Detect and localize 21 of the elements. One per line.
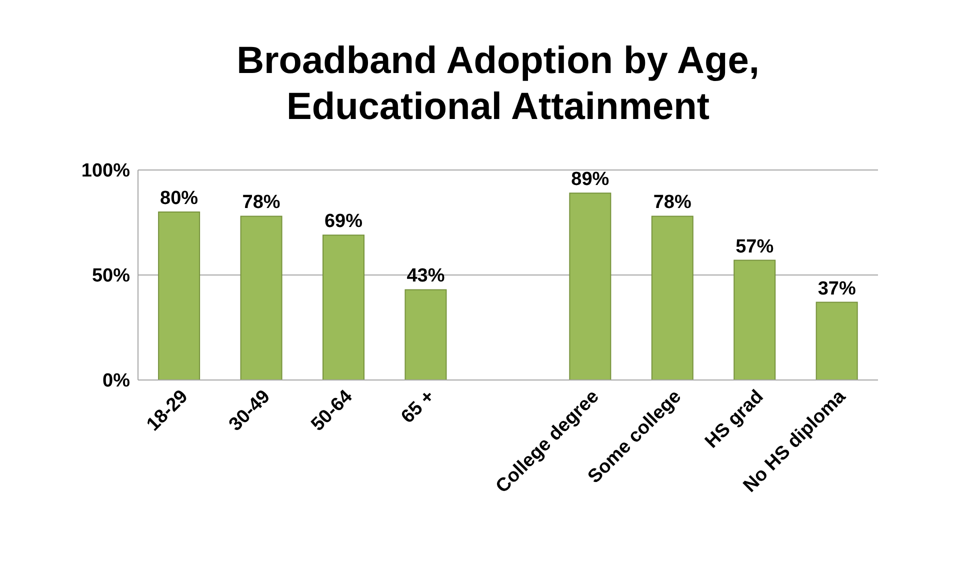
bar <box>651 216 694 380</box>
y-tick-label: 0% <box>102 370 130 392</box>
data-label: 57% <box>736 236 774 258</box>
data-label: 43% <box>406 266 445 287</box>
y-tick-label: 50% <box>92 266 130 287</box>
x-tick-label: 65 + <box>397 386 439 428</box>
bar <box>404 289 447 380</box>
bar <box>569 192 612 380</box>
bar <box>240 216 282 380</box>
bar <box>734 260 776 380</box>
chart-title: Broadband Adoption by Age, Educational Attainment <box>236 39 760 130</box>
data-label: 37% <box>818 278 856 300</box>
bar <box>158 212 200 380</box>
bar <box>322 234 364 380</box>
y-tick-label: 100% <box>81 160 130 182</box>
data-label: 69% <box>324 211 363 232</box>
data-label: 80% <box>160 188 198 209</box>
data-label: 78% <box>242 192 280 214</box>
data-label: 78% <box>653 192 692 214</box>
bar <box>816 302 858 380</box>
data-label: 89% <box>571 169 610 190</box>
